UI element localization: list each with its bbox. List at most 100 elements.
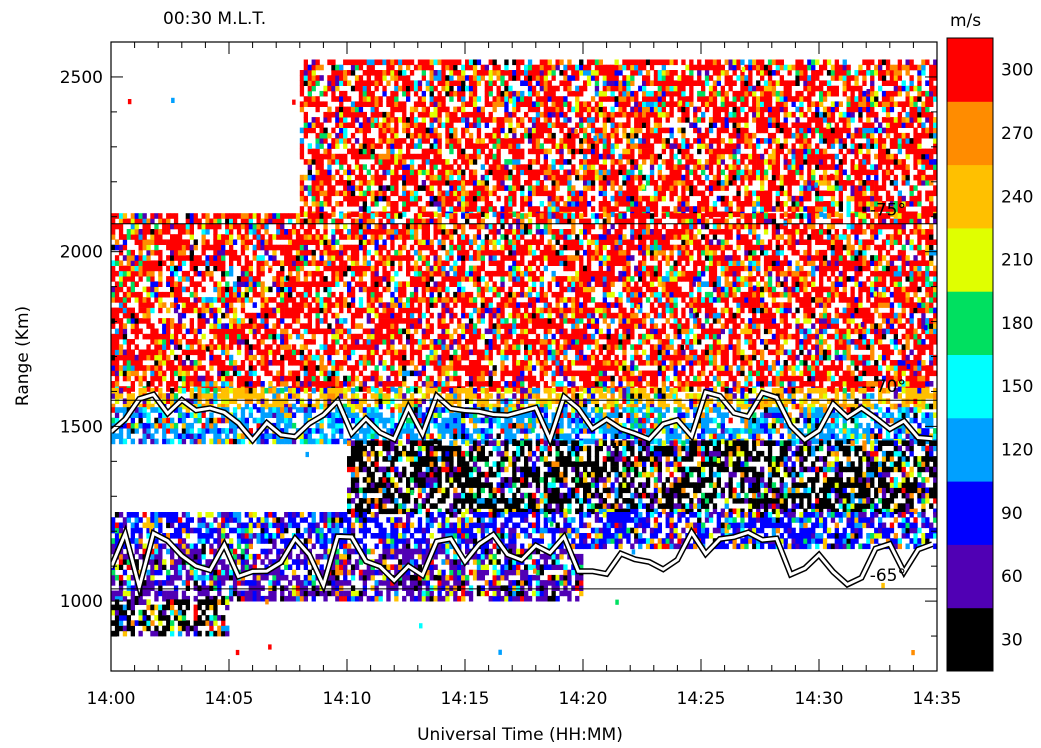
velocity-cell (154, 375, 159, 382)
velocity-cell (779, 96, 784, 102)
velocity-cell (638, 148, 643, 155)
velocity-cell (783, 127, 788, 134)
velocity-cell (512, 90, 517, 97)
velocity-cell (846, 375, 851, 382)
velocity-cell (347, 59, 352, 66)
velocity-cell (701, 169, 706, 176)
velocity-cell (398, 75, 403, 81)
velocity-cell (555, 386, 560, 392)
velocity-cell (787, 206, 792, 212)
velocity-cell (889, 96, 895, 102)
velocity-cell (327, 132, 332, 139)
velocity-cell (476, 148, 482, 155)
velocity-cell (512, 132, 517, 139)
velocity-cell (803, 80, 808, 86)
velocity-cell (811, 75, 816, 81)
velocity-cell (775, 339, 780, 345)
velocity-cell (555, 354, 560, 361)
velocity-cell (449, 344, 454, 350)
velocity-cell (378, 360, 383, 366)
velocity-cell (185, 381, 190, 387)
velocity-cell (461, 159, 466, 165)
velocity-cell (634, 106, 639, 113)
velocity-cell (850, 117, 855, 123)
velocity-cell (390, 106, 395, 113)
velocity-cell (787, 190, 792, 197)
velocity-cell (878, 164, 883, 170)
velocity-cell (590, 370, 596, 377)
velocity-cell (697, 59, 702, 66)
velocity-cell (885, 206, 891, 212)
velocity-cell (783, 96, 788, 102)
velocity-cell (858, 381, 863, 387)
velocity-cell (205, 375, 210, 382)
velocity-cell (842, 153, 847, 160)
velocity-cell (701, 138, 706, 144)
velocity-cell (822, 64, 828, 71)
velocity-cell (901, 180, 906, 186)
velocity-cell (417, 80, 423, 86)
velocity-cell (370, 143, 375, 149)
velocity-cell (716, 339, 721, 345)
velocity-cell (472, 143, 478, 149)
velocity-cell (925, 127, 930, 134)
velocity-cell (449, 132, 454, 139)
velocity-cell (327, 169, 332, 176)
velocity-cell (893, 117, 898, 123)
velocity-cell (126, 370, 131, 377)
velocity-cell (524, 360, 529, 366)
velocity-cell (614, 195, 619, 202)
velocity-cell (614, 386, 619, 392)
velocity-cell (594, 174, 600, 181)
velocity-cell (461, 85, 466, 92)
velocity-cell (531, 106, 537, 113)
velocity-cell (138, 354, 143, 361)
velocity-cell (594, 111, 600, 118)
velocity-cell (311, 174, 316, 181)
velocity-cell (449, 169, 454, 176)
velocity-cell (586, 59, 592, 66)
velocity-cell (897, 132, 902, 139)
velocity-cell (819, 96, 824, 102)
velocity-cell (917, 106, 922, 113)
velocity-cell (744, 122, 749, 128)
velocity-cell (610, 169, 615, 176)
velocity-cell (748, 370, 753, 377)
velocity-cell (638, 174, 643, 181)
velocity-cell (834, 75, 839, 81)
velocity-cell (720, 159, 725, 165)
velocity-cell (708, 185, 714, 191)
velocity-cell (822, 375, 828, 382)
velocity-cell (862, 70, 867, 76)
velocity-cell (594, 354, 600, 361)
velocity-cell (917, 122, 922, 128)
velocity-cell (830, 143, 836, 149)
velocity-cell (594, 132, 600, 139)
velocity-cell (240, 375, 246, 382)
velocity-cell (775, 101, 780, 107)
velocity-cell (901, 106, 906, 113)
velocity-cell (842, 185, 847, 191)
velocity-cell (425, 169, 430, 176)
velocity-cell (319, 360, 324, 366)
velocity-cell (162, 344, 167, 350)
velocity-cell (736, 127, 741, 134)
velocity-cell (516, 349, 521, 356)
velocity-cell (508, 185, 513, 191)
velocity-cell (524, 354, 529, 361)
velocity-cell (728, 101, 733, 107)
velocity-cell (402, 106, 407, 113)
velocity-cell (181, 349, 187, 356)
velocity-cell (822, 370, 828, 377)
velocity-cell (799, 70, 804, 76)
velocity-cell (819, 349, 824, 356)
velocity-cell (531, 159, 537, 165)
velocity-cell (693, 64, 698, 71)
velocity-cell (933, 354, 937, 361)
velocity-cell (917, 64, 922, 71)
velocity-cell (441, 365, 446, 371)
velocity-cell (559, 80, 564, 86)
velocity-cell (413, 132, 419, 139)
velocity-cell (653, 59, 659, 66)
velocity-cell (551, 159, 556, 165)
